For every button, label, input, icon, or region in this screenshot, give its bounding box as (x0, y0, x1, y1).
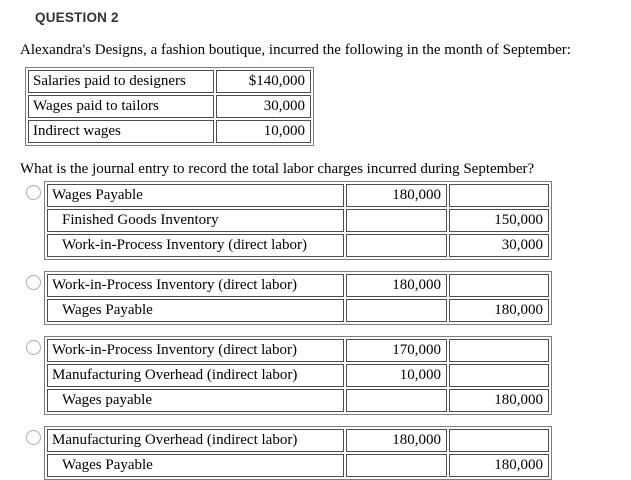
account-cell: Wages Payable (47, 454, 344, 477)
account-cell: Work-in-Process Inventory (direct labor) (47, 234, 344, 257)
facts-table: Salaries paid to designers $140,000 Wage… (25, 67, 314, 146)
answer-option-3[interactable]: Work-in-Process Inventory (direct labor)… (26, 336, 631, 415)
fact-row: Indirect wages 10,000 (28, 120, 311, 143)
credit-cell (449, 339, 549, 362)
journal-row: Wages payable 180,000 (47, 389, 549, 412)
debit-cell (346, 389, 447, 412)
credit-cell: 180,000 (449, 454, 549, 477)
answer-option-4[interactable]: Manufacturing Overhead (indirect labor) … (26, 426, 631, 480)
credit-cell: 150,000 (449, 209, 549, 232)
journal-row: Work-in-Process Inventory (direct labor)… (47, 234, 549, 257)
account-cell: Wages payable (47, 389, 344, 412)
journal-row: Finished Goods Inventory 150,000 (47, 209, 549, 232)
journal-entry-table: Wages Payable 180,000 Finished Goods Inv… (44, 181, 552, 260)
account-cell: Manufacturing Overhead (indirect labor) (47, 364, 344, 387)
debit-cell: 180,000 (346, 184, 447, 207)
credit-cell: 30,000 (449, 234, 549, 257)
fact-row: Wages paid to tailors 30,000 (28, 95, 311, 118)
debit-cell: 10,000 (346, 364, 447, 387)
credit-cell: 180,000 (449, 299, 549, 322)
fact-label: Wages paid to tailors (28, 95, 214, 118)
facts-table-body: Salaries paid to designers $140,000 Wage… (28, 70, 311, 143)
journal-entry-table: Work-in-Process Inventory (direct labor)… (44, 336, 552, 415)
answer-option-1[interactable]: Wages Payable 180,000 Finished Goods Inv… (26, 181, 631, 260)
credit-cell (449, 429, 549, 452)
fact-row: Salaries paid to designers $140,000 (28, 70, 311, 93)
journal-row: Wages Payable 180,000 (47, 184, 549, 207)
journal-row: Manufacturing Overhead (indirect labor) … (47, 429, 549, 452)
account-cell: Wages Payable (47, 184, 344, 207)
debit-cell (346, 234, 447, 257)
debit-cell (346, 209, 447, 232)
journal-row: Manufacturing Overhead (indirect labor) … (47, 364, 549, 387)
radio-button-icon[interactable] (26, 185, 41, 200)
fact-amount: 30,000 (216, 95, 311, 118)
debit-cell: 180,000 (346, 274, 447, 297)
journal-row: Work-in-Process Inventory (direct labor)… (47, 274, 549, 297)
question-text: What is the journal entry to record the … (20, 161, 535, 177)
account-cell: Work-in-Process Inventory (direct labor) (47, 339, 344, 362)
debit-cell: 170,000 (346, 339, 447, 362)
fact-amount: 10,000 (216, 120, 311, 143)
credit-cell (449, 184, 549, 207)
journal-row: Wages Payable 180,000 (47, 454, 549, 477)
account-cell: Wages Payable (47, 299, 344, 322)
intro-text: Alexandra's Designs, a fashion boutique,… (20, 42, 571, 58)
journal-row: Work-in-Process Inventory (direct labor)… (47, 339, 549, 362)
page-title: QUESTION 2 (35, 10, 119, 25)
credit-cell (449, 364, 549, 387)
debit-cell (346, 299, 447, 322)
journal-entry-table: Work-in-Process Inventory (direct labor)… (44, 271, 552, 325)
journal-entry-table: Manufacturing Overhead (indirect labor) … (44, 426, 552, 480)
account-cell: Manufacturing Overhead (indirect labor) (47, 429, 344, 452)
radio-button-icon[interactable] (26, 430, 41, 445)
options-list: Wages Payable 180,000 Finished Goods Inv… (26, 181, 631, 480)
credit-cell: 180,000 (449, 389, 549, 412)
fact-amount: $140,000 (216, 70, 311, 93)
account-cell: Work-in-Process Inventory (direct labor) (47, 274, 344, 297)
fact-label: Indirect wages (28, 120, 214, 143)
journal-row: Wages Payable 180,000 (47, 299, 549, 322)
credit-cell (449, 274, 549, 297)
fact-label: Salaries paid to designers (28, 70, 214, 93)
radio-button-icon[interactable] (26, 340, 41, 355)
account-cell: Finished Goods Inventory (47, 209, 344, 232)
debit-cell (346, 454, 447, 477)
answer-option-2[interactable]: Work-in-Process Inventory (direct labor)… (26, 271, 631, 325)
radio-button-icon[interactable] (26, 275, 41, 290)
debit-cell: 180,000 (346, 429, 447, 452)
